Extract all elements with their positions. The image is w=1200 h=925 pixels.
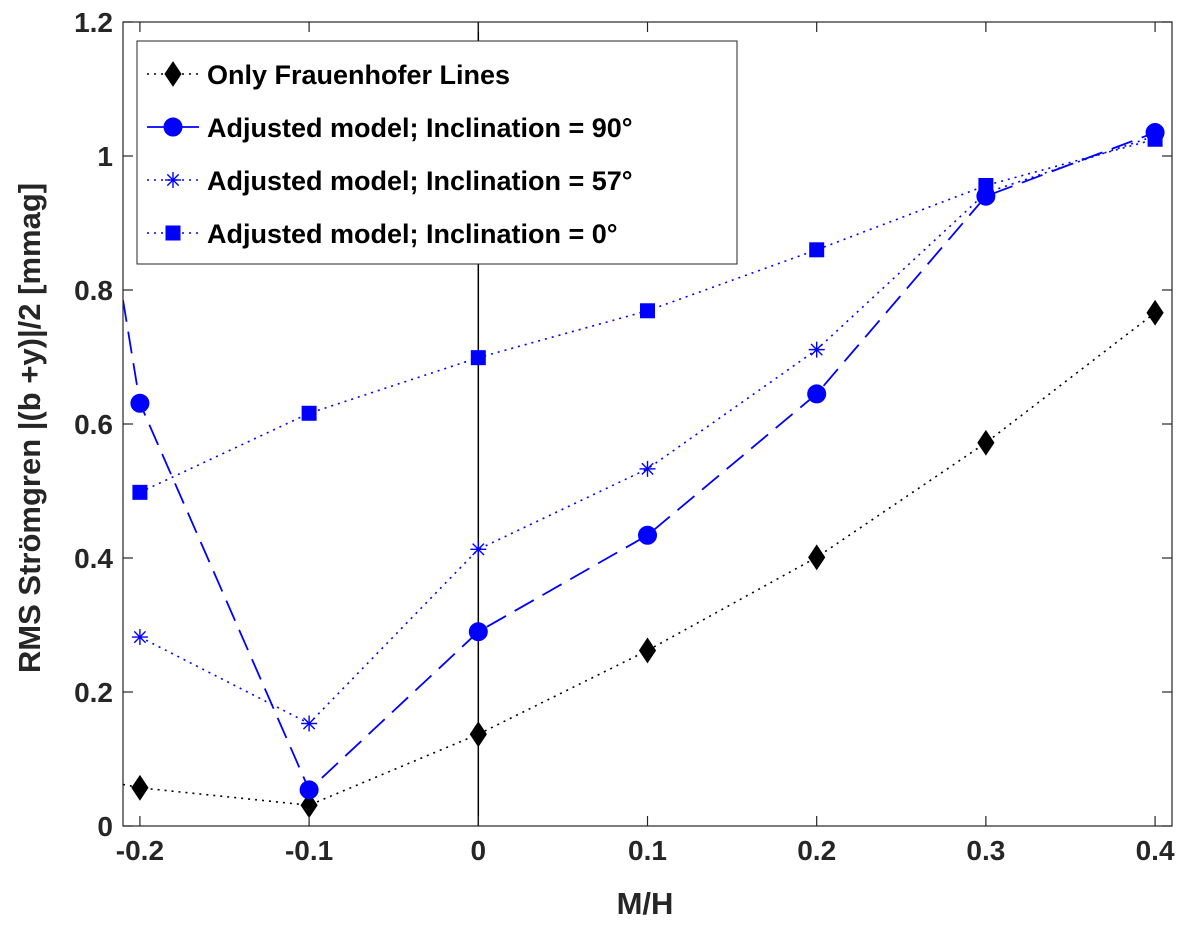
data-point-inclination-0: [809, 242, 825, 258]
x-tick-label: 0.2: [797, 835, 836, 866]
data-point-frauenhofer: [977, 429, 995, 456]
data-point-inclination-57: [808, 341, 825, 358]
legend: Only Frauenhofer Lines Adjusted model; I…: [136, 40, 738, 265]
data-point-frauenhofer: [131, 774, 149, 801]
data-point-inclination-0: [978, 177, 994, 193]
series-inclination-0: [132, 131, 1163, 500]
asterisk-stroke: [641, 462, 654, 476]
data-point-frauenhofer: [808, 544, 826, 571]
legend-marker-frauenhofer: [164, 61, 182, 87]
y-tick-label: 0.8: [74, 275, 113, 306]
data-point-inclination-0: [301, 405, 317, 421]
y-tick-label: 0: [97, 811, 113, 842]
legend-label-frauenhofer: Only Frauenhofer Lines: [207, 60, 510, 90]
data-point-inclination-0: [132, 484, 148, 500]
y-axis: RMS Strömgren |(b +y)|/2 [mmag] 0 0.2 0.4 0…: [12, 7, 1172, 842]
data-point-frauenhofer: [1146, 299, 1164, 326]
y-tick-label: 0.4: [74, 543, 113, 574]
asterisk-stroke: [166, 173, 180, 187]
plot-area: [122, 21, 1173, 827]
data-point-inclination-90: [130, 393, 150, 413]
data-point-inclination-90: [638, 525, 657, 545]
x-tick-label: -0.2: [116, 835, 164, 866]
data-point-inclination-90: [468, 622, 488, 642]
x-tick-label: 0.1: [628, 835, 667, 866]
x-tick-label: 0: [471, 835, 487, 866]
data-point-inclination-0: [1147, 131, 1163, 147]
data-point-frauenhofer: [638, 637, 657, 664]
data-point-frauenhofer: [469, 721, 487, 748]
legend-label-inclination-57: Adjusted model; Inclination = 57°: [207, 166, 633, 196]
x-tick-label: -0.1: [285, 835, 333, 866]
x-tick-label: 0.3: [966, 835, 1005, 866]
asterisk-stroke: [472, 543, 485, 556]
data-point-inclination-57: [470, 541, 487, 558]
data-point-inclination-57: [639, 460, 656, 477]
legend-marker-inclination-90: [163, 117, 183, 137]
series-frauenhofer: [123, 299, 1164, 819]
legend-label-inclination-90: Adjusted model; Inclination = 90°: [207, 113, 633, 143]
y-tick-label: 0.2: [74, 677, 113, 708]
legend-marker-inclination-57: [165, 172, 181, 188]
asterisk-stroke: [302, 717, 316, 730]
y-tick-label: 0.6: [74, 409, 113, 440]
data-point-inclination-90: [807, 384, 827, 404]
y-tick-label: 1: [97, 141, 113, 172]
y-tick-label: 1.2: [74, 7, 113, 38]
x-axis-title: M/H: [617, 886, 674, 921]
legend-box: [136, 40, 738, 265]
asterisk-stroke: [810, 343, 823, 356]
legend-marker-inclination-0: [165, 225, 181, 241]
data-point-inclination-57: [131, 629, 148, 646]
data-point-inclination-57: [301, 715, 318, 732]
series-line-inclination-90: [123, 131, 1156, 792]
legend-label-inclination-0: Adjusted model; Inclination = 0°: [207, 219, 618, 249]
x-axis: M/H -0.2 -0.1 0 0.1 0.2 0.3 0.4: [116, 22, 1175, 921]
x-tick-label: 0.4: [1136, 835, 1175, 866]
series-inclination-90: [123, 123, 1165, 800]
data-point-inclination-0: [470, 350, 486, 366]
y-axis-title: RMS Strömgren |(b +y)|/2 [mmag]: [12, 183, 47, 673]
data-point-inclination-0: [640, 303, 655, 319]
asterisk-stroke: [133, 630, 147, 644]
data-point-inclination-90: [299, 780, 319, 800]
